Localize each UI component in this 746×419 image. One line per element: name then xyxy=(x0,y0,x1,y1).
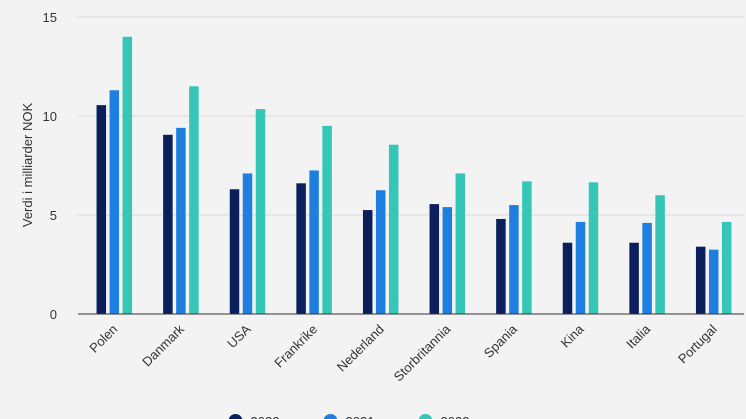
bar-2023-frankrike[interactable] xyxy=(322,125,332,315)
bar-2022-storbritannia[interactable] xyxy=(429,204,440,314)
x-tick-label: Frankrike xyxy=(271,322,320,371)
bar-2022-kina[interactable] xyxy=(562,242,573,314)
legend-label: 2022 xyxy=(251,414,280,419)
bar-2022-italia[interactable] xyxy=(629,242,639,314)
bar-2021-usa[interactable] xyxy=(242,173,253,314)
x-tick-label: Spania xyxy=(481,321,521,361)
bar-2023-kina[interactable] xyxy=(588,182,599,314)
bar-2021-nederland[interactable] xyxy=(375,190,386,314)
x-tick-label: USA xyxy=(224,321,254,351)
x-tick-label: Storbritannia xyxy=(391,321,454,384)
legend-item-2021[interactable]: 2021 xyxy=(323,414,375,419)
bar-2021-frankrike[interactable] xyxy=(309,170,319,314)
y-tick-label: 10 xyxy=(43,109,57,124)
bar-2023-polen[interactable] xyxy=(122,36,133,315)
bars xyxy=(96,36,732,315)
bar-2022-portugal[interactable] xyxy=(695,246,706,314)
legend-label: 2021 xyxy=(346,414,375,419)
bar-2023-portugal[interactable] xyxy=(721,221,732,314)
y-tick-label: 15 xyxy=(43,10,57,25)
legend-item-2023[interactable]: 2023 xyxy=(418,414,470,419)
legend-swatch xyxy=(323,414,338,419)
bar-2023-nederland[interactable] xyxy=(388,144,399,314)
x-tick-label: Portugal xyxy=(675,321,720,366)
legend-swatch xyxy=(418,414,433,419)
bar-2022-frankrike[interactable] xyxy=(296,183,306,314)
y-axis-ticks: 0 5 10 15 xyxy=(43,10,57,322)
x-tick-label: Italia xyxy=(623,321,654,352)
y-tick-label: 5 xyxy=(50,208,57,223)
bar-2022-polen[interactable] xyxy=(96,105,107,314)
legend-label: 2023 xyxy=(441,414,470,419)
x-axis-ticks: Polen Danmark USA Frankrike Nederland Storbri… xyxy=(86,321,720,384)
legend-swatch xyxy=(228,414,243,419)
bar-2023-usa[interactable] xyxy=(255,109,266,314)
bar-2021-portugal[interactable] xyxy=(708,249,719,314)
bar-2022-danmark[interactable] xyxy=(163,134,173,314)
bar-2023-danmark[interactable] xyxy=(189,86,199,314)
bar-2021-kina[interactable] xyxy=(575,221,586,314)
bar-2022-spania[interactable] xyxy=(496,218,506,314)
bar-2021-italia[interactable] xyxy=(642,222,652,314)
bar-2023-storbritannia[interactable] xyxy=(455,173,466,314)
bar-2023-spania[interactable] xyxy=(522,181,532,314)
bar-2023-italia[interactable] xyxy=(655,195,665,314)
bar-2021-danmark[interactable] xyxy=(176,127,186,314)
bar-2021-spania[interactable] xyxy=(509,205,519,314)
x-tick-label: Danmark xyxy=(139,321,187,369)
grid-lines xyxy=(78,16,744,216)
legend[interactable]: 2022 2021 2023 xyxy=(228,414,470,419)
x-tick-label: Nederland xyxy=(334,322,387,375)
y-tick-label: 0 xyxy=(50,307,57,322)
y-axis-label: Verdi i milliarder NOK xyxy=(20,103,35,228)
bar-2022-usa[interactable] xyxy=(229,189,240,314)
legend-item-2022[interactable]: 2022 xyxy=(228,414,280,419)
bar-2022-nederland[interactable] xyxy=(362,210,373,314)
x-tick-label: Polen xyxy=(86,322,120,356)
x-tick-label: Kina xyxy=(558,321,588,351)
bar-2021-polen[interactable] xyxy=(109,90,120,314)
bar-2021-storbritannia[interactable] xyxy=(442,207,453,314)
